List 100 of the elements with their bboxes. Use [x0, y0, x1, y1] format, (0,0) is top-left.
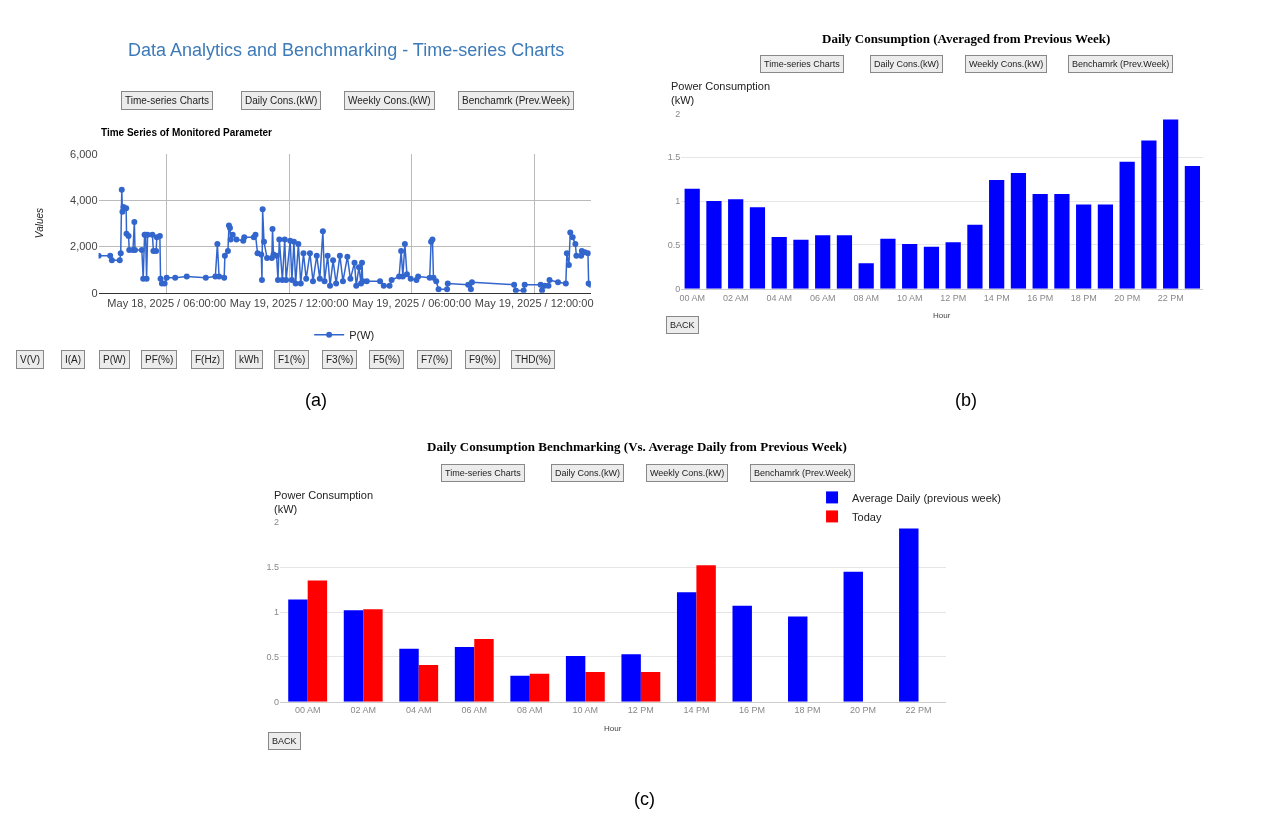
y-tick-label: 6,000	[70, 147, 98, 160]
text: Time-series Charts	[764, 59, 841, 69]
bar	[363, 609, 383, 702]
x-tick-label: 14 PM	[983, 292, 1010, 303]
bar	[880, 238, 896, 289]
bar	[815, 235, 831, 289]
x-tick-label: May 19, 2025 / 12:00:00	[474, 296, 594, 309]
bar	[454, 646, 475, 702]
text: P(W)	[103, 354, 126, 365]
x-tick-label: 08 AM	[853, 292, 879, 303]
bar	[732, 605, 752, 702]
y-axis-title: Power Consumption (kW)	[274, 489, 374, 516]
x-tick-label: 18 PM	[1070, 292, 1097, 303]
bar	[771, 237, 787, 289]
text: (c)	[634, 789, 655, 809]
bar	[1076, 204, 1092, 289]
x-tick-label: 10 AM	[572, 705, 599, 716]
text: Daily Cons.(kW)	[874, 59, 940, 69]
bar	[923, 246, 940, 289]
x-tick-label: May 19, 2025 / 12:00:00	[229, 296, 349, 309]
text: V(V)	[20, 354, 40, 365]
text: BACK	[272, 736, 297, 746]
legend-label: Average Daily (previous week)	[852, 491, 1002, 504]
x-tick-label: May 18, 2025 / 06:00:00	[107, 296, 227, 309]
text: F3(%)	[326, 354, 354, 365]
bar	[1032, 194, 1048, 289]
bar	[565, 655, 586, 702]
x-tick-label: 02 AM	[350, 705, 376, 716]
y-tick-label: 4,000	[70, 193, 98, 206]
legend-label: Today	[852, 510, 882, 523]
x-tick-label: 12 PM	[940, 292, 967, 303]
chart-title: Daily Consumption Benchmarking (Vs. Average Daily from Previous Week)	[427, 439, 847, 454]
y-tick-label: 0	[273, 696, 279, 707]
bar	[510, 675, 530, 702]
chart-title: Daily Consumption (Averaged from Previous Week)	[822, 31, 1111, 46]
bar	[1097, 204, 1114, 289]
text: THD(%)	[515, 354, 552, 365]
bar	[706, 201, 722, 289]
y-tick-label: 2,000	[70, 240, 98, 253]
bar	[418, 664, 439, 702]
text: I(A)	[65, 354, 82, 365]
bar	[676, 592, 697, 702]
x-tick-label: 04 AM	[766, 292, 792, 303]
text: Weekly Cons.(kW)	[650, 468, 725, 478]
text: Time-series Charts	[445, 468, 522, 478]
x-tick-label: 02 AM	[722, 292, 749, 303]
bar	[899, 528, 919, 702]
bar	[843, 571, 863, 702]
chart-title: Data Analytics and Benchmarking - Time-series Charts	[128, 40, 565, 60]
y-tick-label: 0.5	[667, 240, 681, 251]
bar	[307, 580, 328, 702]
bar	[684, 188, 700, 289]
x-tick-label: 20 PM	[849, 705, 876, 716]
text: kWh	[239, 354, 259, 365]
x-tick-label: 04 AM	[405, 705, 432, 716]
text: F9(%)	[469, 354, 497, 365]
text: F(Hz)	[195, 354, 220, 365]
text: Daily Cons.(kW)	[245, 95, 318, 106]
y-axis-title: Power Consumption (kW)	[671, 80, 771, 107]
x-tick-label: 22 PM	[905, 705, 932, 716]
x-tick-label: 16 PM	[1027, 292, 1054, 303]
x-axis-title: Hour	[933, 311, 951, 320]
text: Benchamrk (Prev.Week)	[1072, 59, 1170, 69]
bar	[1163, 119, 1179, 289]
y-axis-title: Values	[33, 207, 45, 239]
bar	[902, 244, 918, 289]
y-tick-label: 1	[675, 196, 681, 207]
bar	[1010, 173, 1027, 289]
x-axis-title: Hour	[604, 724, 622, 733]
x-tick-label: 00 AM	[294, 705, 321, 716]
y-tick-label: 0.5	[266, 651, 279, 662]
text: Daily Cons.(kW)	[555, 468, 621, 478]
y-tick-label: 0	[91, 286, 98, 299]
text: F1(%)	[278, 354, 306, 365]
x-tick-label: 00 AM	[679, 292, 705, 303]
y-tick-label: 2	[273, 517, 279, 528]
chart-subtitle: Time Series of Monitored Parameter	[101, 127, 273, 138]
bar	[1184, 166, 1201, 289]
text: PF(%)	[145, 354, 174, 365]
bar	[989, 180, 1005, 289]
x-tick-label: 10 AM	[896, 292, 923, 303]
x-tick-label: 16 PM	[738, 705, 765, 716]
bar	[529, 673, 550, 702]
x-tick-label: 20 PM	[1114, 292, 1141, 303]
bar	[1141, 140, 1157, 289]
y-tick-label: 1	[273, 607, 279, 618]
y-tick-label: 1.5	[266, 562, 279, 573]
text: Weekly Cons.(kW)	[348, 95, 431, 106]
text: F7(%)	[421, 354, 449, 365]
text: Weekly Cons.(kW)	[969, 59, 1044, 69]
x-tick-label: 18 PM	[794, 705, 821, 716]
x-tick-label: 06 AM	[461, 705, 488, 716]
bar	[696, 565, 716, 702]
x-tick-label: 06 AM	[809, 292, 836, 303]
x-tick-label: 22 PM	[1157, 292, 1184, 303]
bar	[288, 599, 308, 702]
x-tick-label: 08 AM	[517, 705, 543, 716]
x-tick-label: 14 PM	[683, 705, 710, 716]
text: (b)	[955, 390, 977, 410]
bar	[621, 654, 641, 702]
